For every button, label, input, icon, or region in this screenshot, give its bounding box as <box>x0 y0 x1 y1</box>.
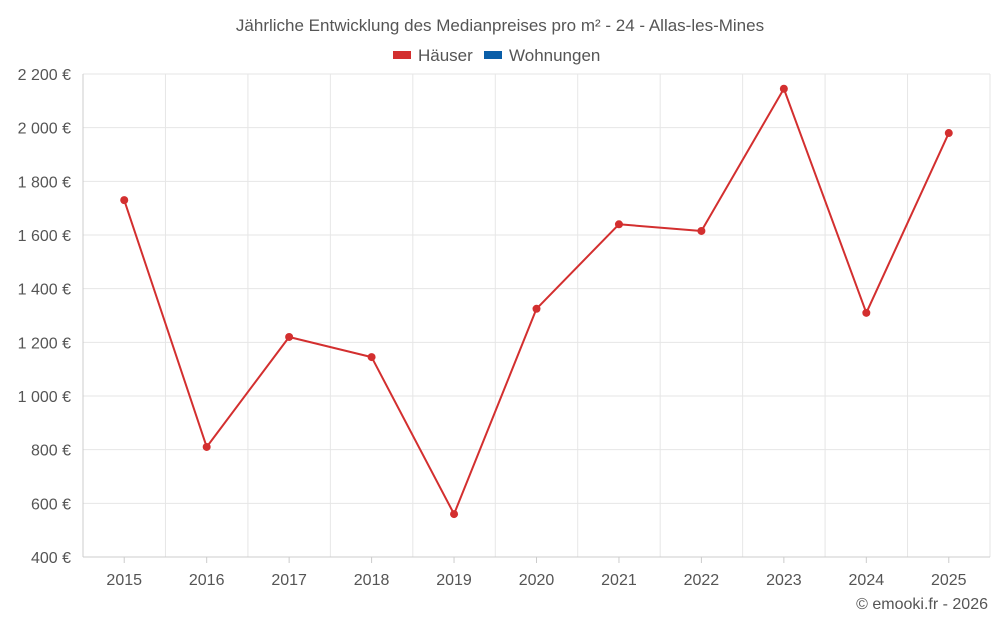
legend-swatch-haeuser <box>393 51 411 59</box>
y-tick-label: 2 000 € <box>18 121 71 138</box>
data-point[interactable] <box>779 84 788 93</box>
grid <box>82 73 991 558</box>
legend-label-wohnungen: Wohnungen <box>509 46 600 65</box>
data-point[interactable] <box>697 226 706 235</box>
y-tick-label: 1 200 € <box>18 335 71 352</box>
x-tick-label: 2024 <box>849 572 885 589</box>
y-tick-label: 400 € <box>31 550 71 567</box>
x-tick-label: 2018 <box>354 572 390 589</box>
legend-swatch-wohnungen <box>484 51 502 59</box>
legend-item-haeuser[interactable]: Häuser <box>393 46 473 65</box>
data-point[interactable] <box>862 308 871 317</box>
data-point[interactable] <box>532 304 541 313</box>
x-tick-label: 2020 <box>519 572 555 589</box>
y-tick-label: 1 400 € <box>18 282 71 299</box>
legend-label-haeuser: Häuser <box>418 46 473 65</box>
y-tick-label: 1 000 € <box>18 389 71 406</box>
x-tick-label: 2022 <box>684 572 720 589</box>
y-tick-label: 600 € <box>31 496 71 513</box>
x-tick-label: 2019 <box>436 572 472 589</box>
x-axis: 2015 2016 2017 2018 2019 2020 2021 2022 2023 2024… <box>83 556 990 589</box>
legend-item-wohnungen[interactable]: Wohnungen <box>484 46 600 65</box>
data-point[interactable] <box>120 196 129 205</box>
x-tick-label: 2015 <box>106 572 142 589</box>
data-point[interactable] <box>367 353 376 362</box>
y-tick-label: 800 € <box>31 443 71 460</box>
x-tick-label: 2021 <box>601 572 637 589</box>
data-point[interactable] <box>450 510 459 519</box>
y-tick-label: 1 600 € <box>18 228 71 245</box>
credit-text: © emooki.fr - 2026 <box>856 596 988 613</box>
data-point[interactable] <box>944 129 953 138</box>
chart-title: Jährliche Entwicklung des Medianpreises … <box>236 16 764 35</box>
x-tick-label: 2025 <box>931 572 967 589</box>
x-tick-label: 2016 <box>189 572 225 589</box>
y-axis: 400 € 600 € 800 € 1 000 € 1 200 € 1 400 € 1 60… <box>18 67 84 567</box>
legend: Häuser Wohnungen <box>393 46 600 65</box>
data-point[interactable] <box>202 442 211 451</box>
series <box>120 84 953 519</box>
data-point[interactable] <box>285 332 294 341</box>
y-tick-label: 1 800 € <box>18 174 71 191</box>
data-point[interactable] <box>614 220 623 229</box>
y-tick-label: 2 200 € <box>18 67 71 84</box>
x-tick-label: 2023 <box>766 572 802 589</box>
x-tick-label: 2017 <box>271 572 307 589</box>
